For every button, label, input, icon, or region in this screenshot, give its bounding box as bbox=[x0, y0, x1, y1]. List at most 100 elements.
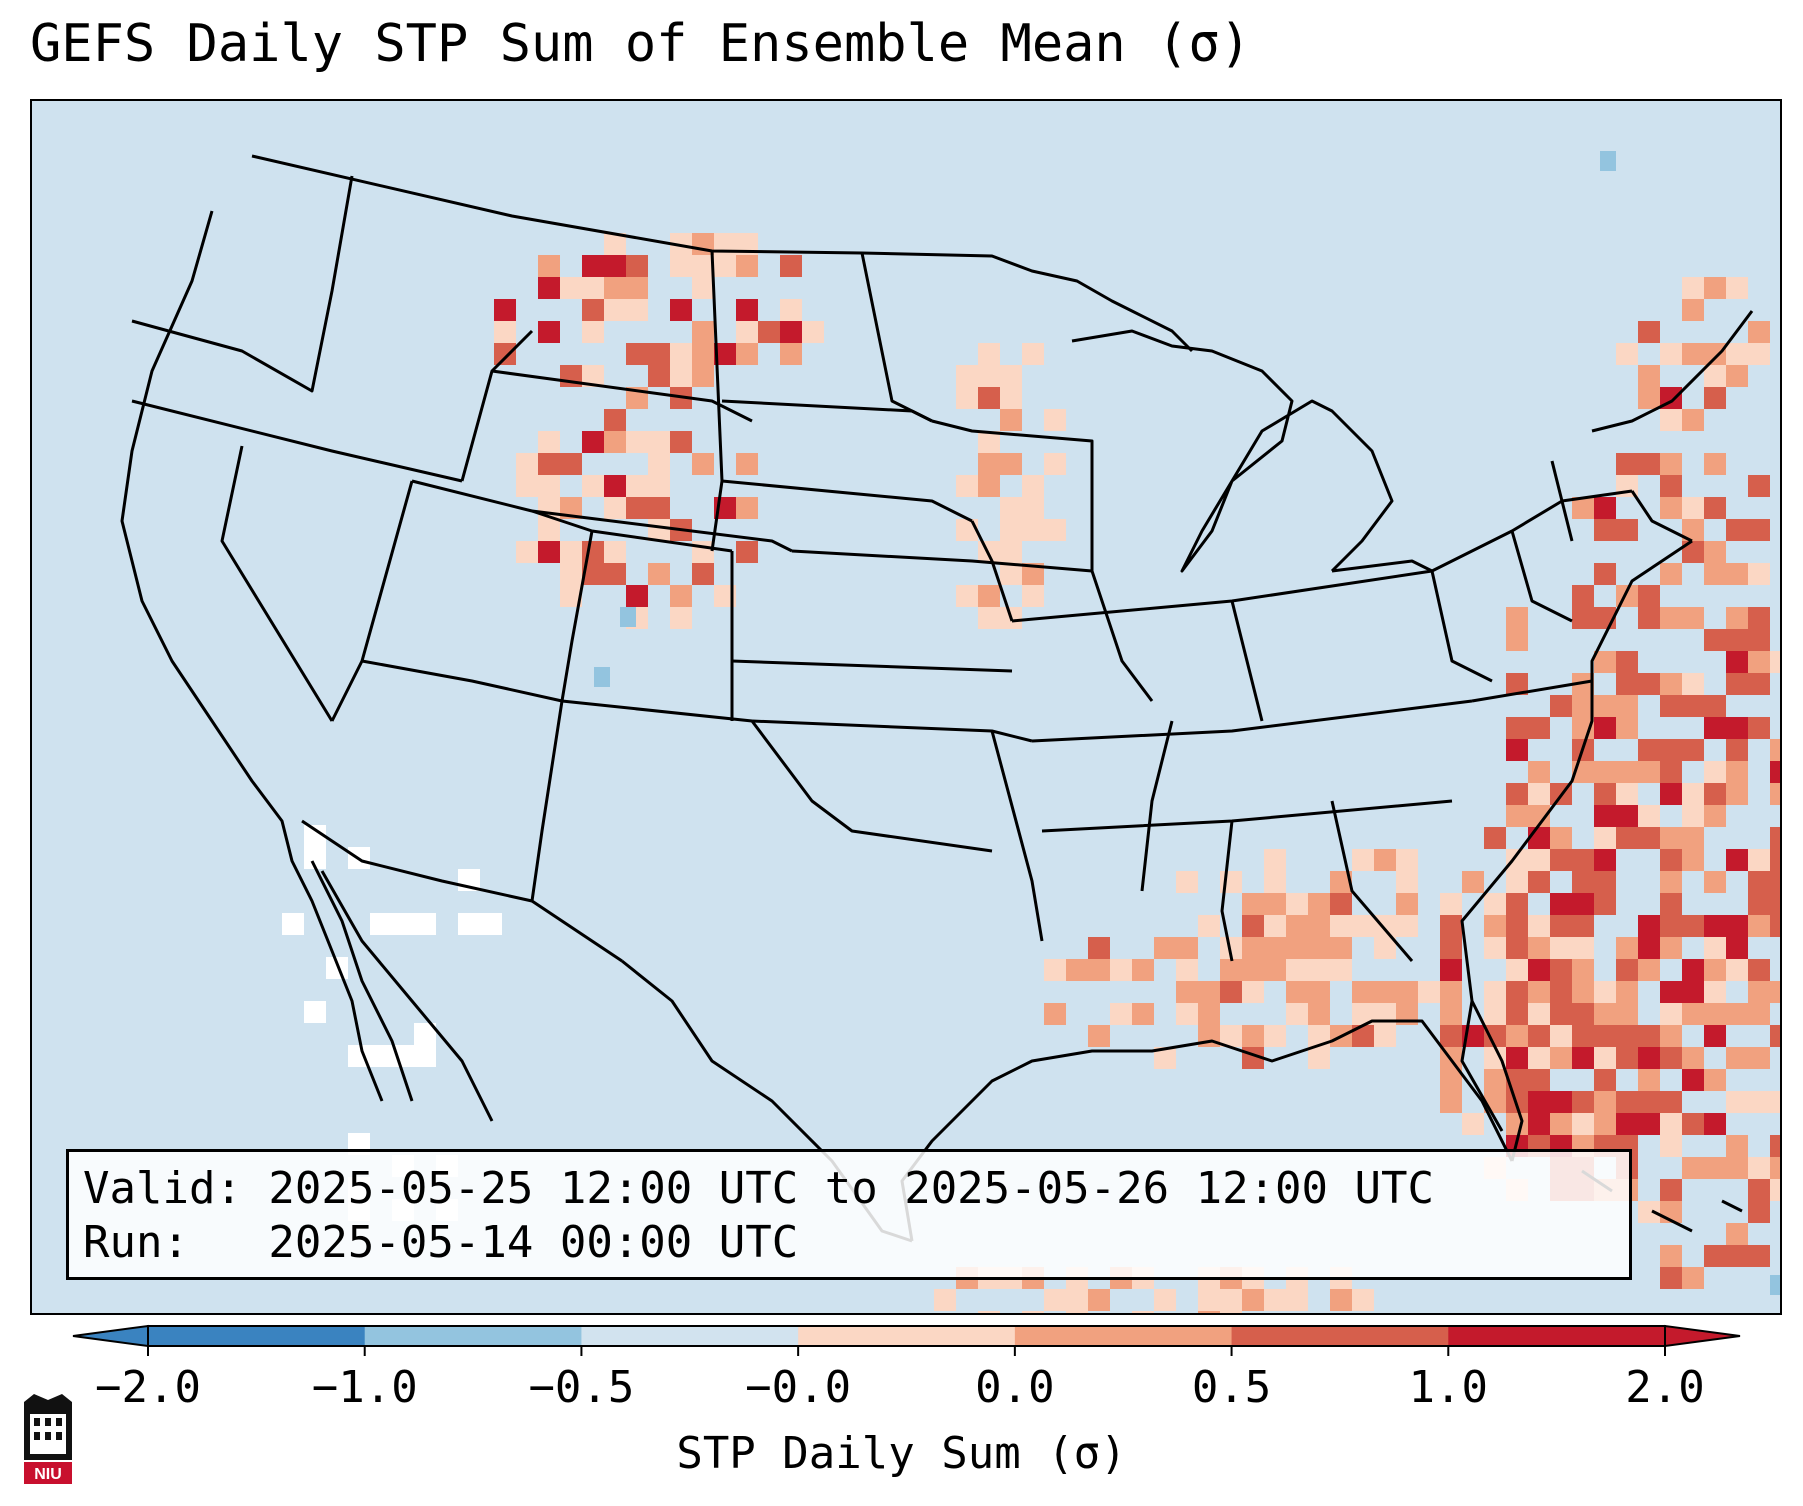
stp-cell bbox=[1638, 761, 1660, 783]
stp-cell bbox=[1726, 717, 1748, 739]
stp-cell bbox=[1748, 849, 1770, 871]
stp-cell-neutral bbox=[414, 913, 436, 935]
stp-cell bbox=[978, 607, 1000, 629]
stp-cell bbox=[1682, 277, 1704, 299]
stp-cell bbox=[1198, 1311, 1220, 1313]
stp-cell bbox=[1660, 739, 1682, 761]
stp-cell bbox=[1022, 519, 1044, 541]
stp-cell bbox=[626, 475, 648, 497]
stp-cell bbox=[1220, 1311, 1242, 1313]
stp-cell bbox=[1264, 937, 1286, 959]
stp-cell bbox=[1704, 1069, 1726, 1091]
stp-cell bbox=[1704, 343, 1726, 365]
stp-cell bbox=[1616, 453, 1638, 475]
stp-cell bbox=[1528, 981, 1550, 1003]
stp-cell bbox=[1528, 805, 1550, 827]
stp-cell bbox=[1374, 981, 1396, 1003]
stp-cell bbox=[1748, 607, 1770, 629]
stp-cell bbox=[1616, 519, 1638, 541]
colorbar-tick-label: −0.0 bbox=[745, 1362, 852, 1413]
stp-cell bbox=[1770, 739, 1780, 761]
stp-cell bbox=[1198, 981, 1220, 1003]
stp-cell bbox=[1044, 409, 1066, 431]
stp-cell bbox=[1594, 893, 1616, 915]
stp-cell bbox=[1638, 959, 1660, 981]
stp-cell bbox=[1528, 915, 1550, 937]
stp-cell bbox=[1616, 959, 1638, 981]
stp-cell bbox=[1132, 959, 1154, 981]
stp-cell bbox=[1704, 959, 1726, 981]
stp-cell bbox=[1264, 959, 1286, 981]
stp-cell bbox=[1660, 1113, 1682, 1135]
colorbar-tick-label: 1.0 bbox=[1408, 1362, 1489, 1413]
stp-cell bbox=[1484, 893, 1506, 915]
stp-cell bbox=[1770, 1091, 1780, 1113]
stp-cell bbox=[1462, 1113, 1484, 1135]
stp-cell bbox=[758, 321, 780, 343]
stp-cell bbox=[1638, 1113, 1660, 1135]
stp-cell bbox=[1484, 981, 1506, 1003]
stp-cell bbox=[582, 277, 604, 299]
stp-cell bbox=[1088, 1289, 1110, 1311]
stp-cell bbox=[1748, 1157, 1770, 1179]
stp-cell bbox=[1770, 827, 1780, 849]
stp-cell bbox=[1660, 937, 1682, 959]
stp-cell bbox=[1440, 893, 1462, 915]
valid-time-box: Valid: 2025-05-25 12:00 UTC to 2025-05-2… bbox=[66, 1149, 1632, 1280]
stp-cell bbox=[1176, 937, 1198, 959]
stp-cell bbox=[1110, 1003, 1132, 1025]
stp-cell bbox=[670, 343, 692, 365]
stp-cell bbox=[1704, 761, 1726, 783]
stp-cell bbox=[1440, 1025, 1462, 1047]
stp-cell bbox=[1550, 893, 1572, 915]
stp-cell bbox=[1242, 893, 1264, 915]
colorbar-segment bbox=[1014, 1326, 1233, 1346]
stp-cell bbox=[1682, 409, 1704, 431]
stp-cell bbox=[1704, 695, 1726, 717]
stp-cell bbox=[1770, 1025, 1780, 1047]
stp-cell bbox=[626, 497, 648, 519]
stp-cell bbox=[604, 277, 626, 299]
run-time-text: Run: 2025-05-14 00:00 UTC bbox=[83, 1217, 799, 1268]
stp-cell bbox=[1660, 409, 1682, 431]
stp-cell bbox=[1352, 1003, 1374, 1025]
stp-cell bbox=[1572, 1025, 1594, 1047]
stp-cell bbox=[1704, 937, 1726, 959]
stp-cell bbox=[1638, 585, 1660, 607]
stp-cell bbox=[1770, 783, 1780, 805]
stp-cell bbox=[1616, 783, 1638, 805]
stp-cell bbox=[1638, 1047, 1660, 1069]
colorbar-outline bbox=[147, 1325, 1666, 1347]
stp-cell bbox=[1352, 849, 1374, 871]
stp-cell bbox=[582, 255, 604, 277]
stp-cell bbox=[692, 563, 714, 585]
stp-cell bbox=[1506, 805, 1528, 827]
stp-cell bbox=[538, 475, 560, 497]
stp-cell bbox=[1022, 563, 1044, 585]
stp-cell bbox=[1286, 981, 1308, 1003]
stp-cell bbox=[1770, 915, 1780, 937]
stp-cell-negative bbox=[1600, 151, 1616, 171]
stp-cell bbox=[1748, 563, 1770, 585]
stp-cell bbox=[780, 299, 802, 321]
stp-cell bbox=[1682, 695, 1704, 717]
stp-cell bbox=[1748, 1179, 1770, 1201]
stp-cell bbox=[1308, 893, 1330, 915]
stp-cell bbox=[1726, 1157, 1748, 1179]
stp-cell bbox=[1264, 1025, 1286, 1047]
map-panel[interactable] bbox=[30, 99, 1782, 1315]
stp-cell bbox=[1506, 937, 1528, 959]
stp-cell bbox=[1704, 1003, 1726, 1025]
stp-cell bbox=[1770, 1179, 1780, 1201]
stp-cell bbox=[1022, 475, 1044, 497]
stp-cell bbox=[1154, 937, 1176, 959]
stp-cell bbox=[1638, 805, 1660, 827]
stp-cell bbox=[1682, 783, 1704, 805]
stp-cell bbox=[1682, 1003, 1704, 1025]
stp-cell bbox=[1770, 849, 1780, 871]
stp-cell bbox=[1198, 1289, 1220, 1311]
stp-cell bbox=[1044, 1289, 1066, 1311]
stp-cell bbox=[1660, 783, 1682, 805]
stp-cell bbox=[1594, 805, 1616, 827]
stp-cell bbox=[1660, 893, 1682, 915]
